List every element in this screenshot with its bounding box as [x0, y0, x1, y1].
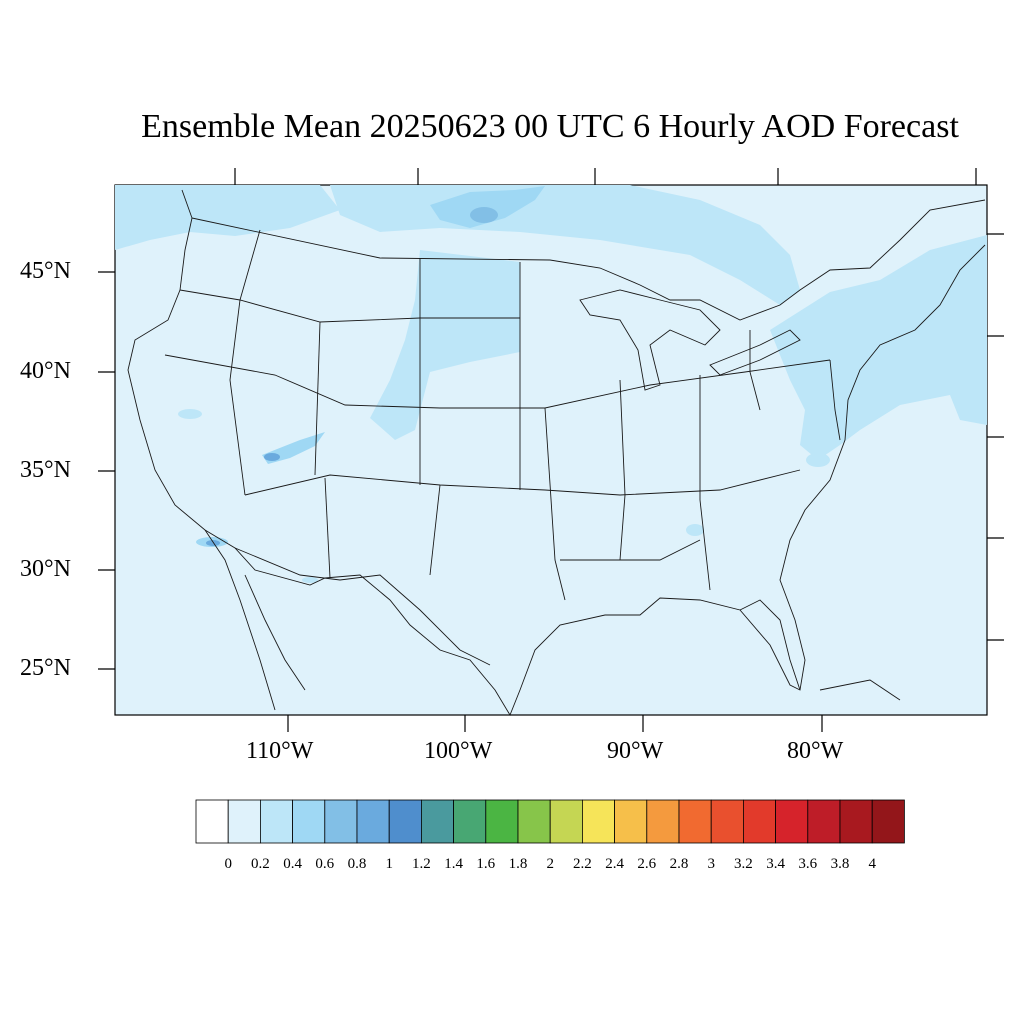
colorbar-tick-label: 2.4 — [605, 856, 624, 872]
colorbar-swatch — [517, 799, 551, 844]
map-boundaries — [127, 189, 986, 717]
colorbar-swatch — [324, 799, 358, 844]
colorbar-tick-label: 2.2 — [573, 856, 592, 872]
colorbar-tick-label: 3.4 — [766, 856, 785, 872]
colorbar — [195, 799, 905, 844]
aod-spot-alabama — [686, 524, 704, 536]
colorbar-tick-label: 2.8 — [669, 856, 689, 872]
aod-spot-texas — [302, 577, 318, 583]
colorbar-swatch — [710, 799, 744, 844]
aod-band-northwest — [115, 185, 340, 250]
colorbar-tick-label: 1.2 — [412, 856, 431, 872]
page-title: Ensemble Mean 20250623 00 UTC 6 Hourly A… — [141, 108, 959, 145]
colorbar-tick-label: 1.6 — [476, 856, 496, 872]
colorbar-tick-label: 2 — [546, 856, 554, 872]
great-lakes — [579, 289, 721, 391]
frame-ticks — [98, 168, 1004, 732]
lat-label-35: 35°N — [20, 457, 71, 483]
colorbar-swatch — [646, 799, 680, 844]
colorbar-swatch — [871, 799, 905, 844]
lat-label-40: 40°N — [20, 358, 71, 384]
colorbar-swatch — [227, 799, 261, 844]
colorbar-tick-label: 3.6 — [798, 856, 818, 872]
aod-core-canada — [470, 207, 498, 223]
colorbar-tick-label: 3.8 — [830, 856, 850, 872]
aod-plume-plains — [370, 250, 520, 440]
colorbar-swatch — [485, 799, 519, 844]
colorbar-tick-label: 0.4 — [283, 856, 302, 872]
lat-label-45: 45°N — [20, 258, 71, 284]
colorbar-swatch — [420, 799, 454, 844]
aod-spot-nevada — [178, 409, 202, 419]
colorbar-tick-label: 0 — [224, 856, 232, 872]
lon-label-110w: 110°W — [246, 738, 314, 764]
aod-hotspot-canada — [430, 186, 545, 228]
colorbar-swatch — [388, 799, 422, 844]
colorbar-swatch — [259, 799, 293, 844]
canada-border — [191, 199, 986, 321]
colorbar-swatch — [582, 799, 616, 844]
colorbar-tick-label: 0.6 — [315, 856, 335, 872]
colorbar-swatch — [678, 799, 712, 844]
colorbar-tick-label: 2.6 — [637, 856, 657, 872]
colorbar-swatch — [292, 799, 326, 844]
colorbar-tick-label: 0.2 — [251, 856, 270, 872]
lat-label-30: 30°N — [20, 556, 71, 582]
mexico-border — [234, 547, 491, 666]
coastline-border — [127, 189, 986, 717]
lat-label-25: 25°N — [20, 655, 71, 681]
colorbar-tick-label: 3.2 — [734, 856, 753, 872]
colorbar-swatch — [195, 799, 229, 844]
colorbar-swatch — [356, 799, 390, 844]
aod-core-southwest — [264, 453, 280, 461]
colorbar-swatch — [839, 799, 873, 844]
colorbar-tick-label: 1.8 — [508, 856, 528, 872]
colorbar-tick-label: 1 — [385, 856, 393, 872]
lon-label-100w: 100°W — [424, 738, 493, 764]
map-frame — [114, 184, 988, 716]
colorbar-tick-label: 4 — [868, 856, 876, 872]
colorbar-swatch — [775, 799, 809, 844]
colorbar-tick-label: 0.8 — [347, 856, 367, 872]
aod-field — [115, 185, 987, 583]
lake-erie-ontario — [709, 329, 801, 376]
colorbar-swatch — [743, 799, 777, 844]
lon-label-80w: 80°W — [787, 738, 844, 764]
lon-label-90w: 90°W — [607, 738, 664, 764]
colorbar-swatch — [614, 799, 648, 844]
colorbar-swatch — [807, 799, 841, 844]
aod-core-baja — [206, 540, 220, 546]
colorbar-tick-label: 3 — [707, 856, 715, 872]
colorbar-swatch — [549, 799, 583, 844]
colorbar-tick-label: 1.4 — [444, 856, 463, 872]
colorbar-swatch — [453, 799, 487, 844]
aod-spot-carolina — [806, 453, 830, 467]
